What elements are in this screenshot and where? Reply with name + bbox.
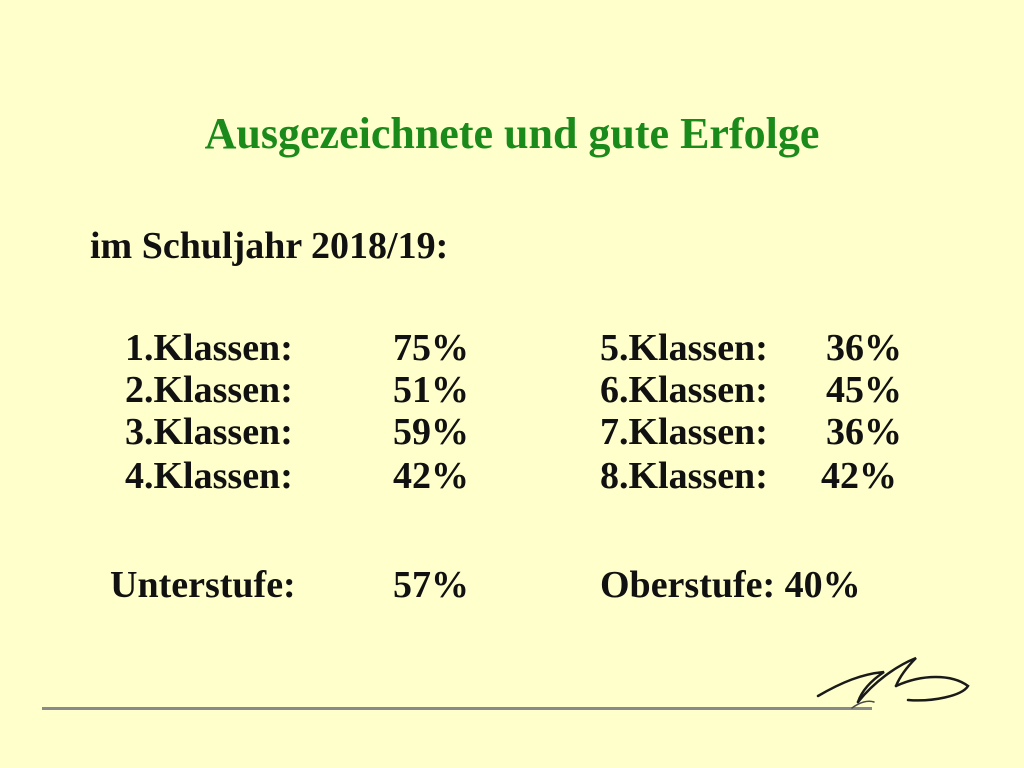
class-7-value: 36% [826,411,902,453]
class-7-label: 7.Klassen: [600,411,768,453]
class-1-label: 1.Klassen: [125,327,293,369]
class-4-value: 42% [393,455,469,497]
class-3-label: 3.Klassen: [125,411,293,453]
slide-title: Ausgezeichnete und gute Erfolge [204,109,820,158]
bird-swoosh-logo-icon [816,656,970,709]
class-4-label: 4.Klassen: [125,455,293,497]
footer-rule [42,707,872,710]
unterstufe-label: Unterstufe: [110,564,296,606]
class-3-value: 59% [393,411,469,453]
class-8-label: 8.Klassen: [600,455,768,497]
class-8-value: 42% [821,455,897,497]
class-6-value: 45% [826,369,902,411]
class-2-value: 51% [393,369,469,411]
class-2-label: 2.Klassen: [125,369,293,411]
oberstufe-summary: Oberstufe: 40% [600,564,861,606]
school-year-heading: im Schuljahr 2018/19: [90,225,449,267]
class-5-label: 5.Klassen: [600,327,768,369]
class-1-value: 75% [393,327,469,369]
class-5-value: 36% [826,327,902,369]
class-6-label: 6.Klassen: [600,369,768,411]
unterstufe-value: 57% [393,564,469,606]
